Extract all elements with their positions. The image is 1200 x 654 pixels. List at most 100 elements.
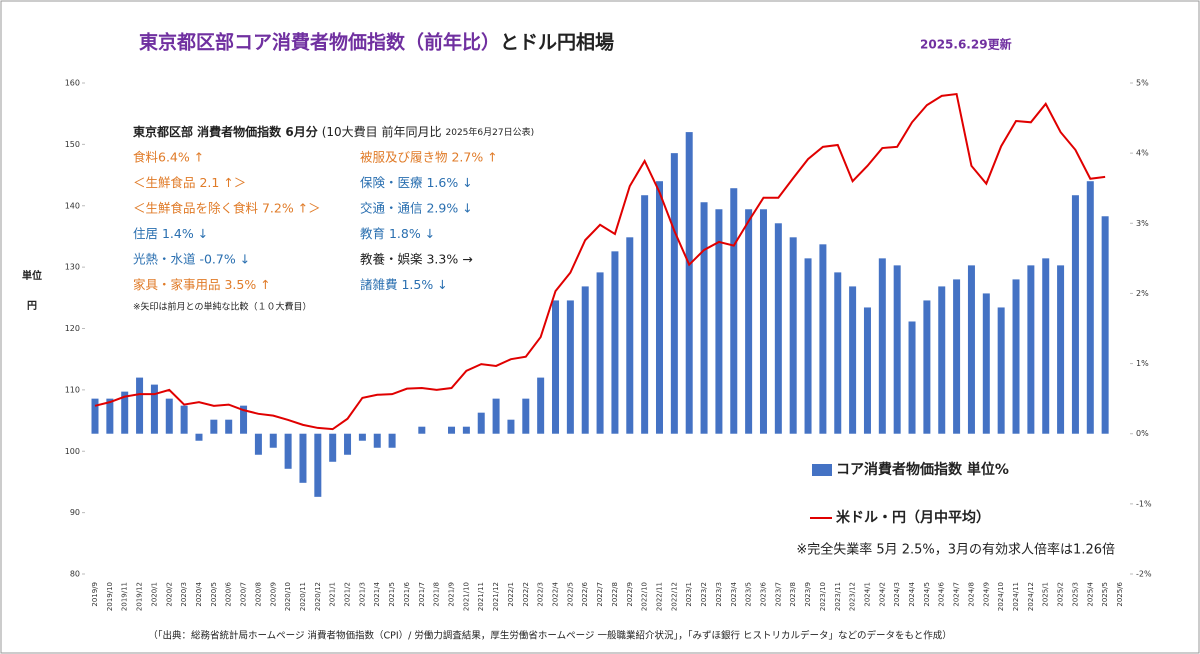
- y2-tick-label: 1%: [1136, 359, 1149, 368]
- x-tick-label: 2020/4: [195, 581, 203, 606]
- x-tick-label: 2021/1: [329, 582, 337, 607]
- bar: [804, 258, 812, 434]
- x-tick-label: 2023/1: [685, 582, 693, 607]
- bar: [863, 307, 871, 434]
- annotation-header: 東京都区部 消費者物価指数 6月分 (10大費目 前年同月比 2025年6月27日公…: [133, 124, 534, 139]
- bar: [982, 293, 990, 434]
- bar: [344, 433, 352, 455]
- x-tick-label: 2020/8: [254, 582, 262, 607]
- x-tick-label: 2021/8: [433, 582, 441, 607]
- x-tick-label: 2023/10: [819, 582, 827, 611]
- x-tick-label: 2024/11: [1012, 582, 1020, 611]
- bar: [1086, 181, 1094, 434]
- bar: [626, 237, 634, 434]
- x-tick-label: 2025/2: [1057, 582, 1065, 607]
- bar: [596, 272, 604, 434]
- bar: [91, 398, 99, 434]
- annotation-item: ＜生鮮食品 2.1 ↑＞: [133, 175, 246, 190]
- bar: [1101, 216, 1109, 434]
- bar: [1057, 265, 1065, 434]
- bar: [1042, 258, 1050, 434]
- y2-tick-label: 2%: [1136, 289, 1149, 298]
- bar: [715, 209, 723, 434]
- x-tick-label: 2022/8: [611, 582, 619, 607]
- y-tick-label: 100: [65, 447, 80, 456]
- x-tick-label: 2020/12: [314, 582, 322, 611]
- bar: [462, 426, 470, 434]
- y-tick-label: 80: [70, 570, 80, 579]
- x-tick-label: 2024/6: [938, 581, 946, 606]
- legend-label: コア消費者物価指数 単位%: [836, 461, 1009, 478]
- x-tick-label: 2024/9: [982, 582, 990, 607]
- bar: [1027, 265, 1035, 434]
- legend-swatch: [812, 464, 832, 476]
- bar: [938, 286, 946, 434]
- bar: [507, 419, 515, 434]
- chart-title-suffix: とドル円相場: [500, 32, 614, 54]
- y-axis-label: 単位: [22, 269, 42, 282]
- x-tick-label: 2022/2: [522, 582, 530, 607]
- x-tick-label: 2023/5: [745, 582, 753, 607]
- x-tick-label: 2025/1: [1042, 582, 1050, 607]
- x-tick-label: 2024/12: [1027, 582, 1035, 611]
- bar: [180, 405, 188, 434]
- bar: [284, 433, 292, 469]
- bar: [492, 398, 500, 434]
- bar: [581, 286, 589, 434]
- x-tick-label: 2021/3: [358, 582, 366, 607]
- x-tick-label: 2021/6: [403, 581, 411, 606]
- x-tick-label: 2020/9: [269, 582, 277, 607]
- bar: [908, 321, 916, 434]
- bar: [893, 265, 901, 434]
- bar: [106, 398, 114, 434]
- bar: [641, 195, 649, 434]
- x-tick-label: 2022/12: [670, 582, 678, 611]
- x-tick-label: 2022/5: [566, 582, 574, 607]
- bar: [522, 398, 530, 434]
- x-tick-label: 2022/11: [655, 582, 663, 611]
- bar: [819, 244, 827, 434]
- x-tick-label: 2021/9: [448, 582, 456, 607]
- y-axis-label: 円: [27, 300, 37, 312]
- bar: [373, 433, 381, 448]
- x-tick-label: 2020/3: [180, 582, 188, 607]
- x-tick-label: 2020/1: [150, 582, 158, 607]
- x-tick-label: 2021/5: [388, 582, 396, 607]
- x-tick-label: 2023/12: [849, 582, 857, 611]
- bar: [165, 398, 173, 434]
- y-tick-label: 140: [65, 201, 80, 210]
- line: [94, 92, 1106, 431]
- bar: [745, 209, 753, 434]
- y2-tick-label: 3%: [1136, 219, 1149, 228]
- bar: [448, 426, 456, 434]
- x-tick-label: 2019/12: [136, 582, 144, 611]
- y2-tick-label: 5%: [1136, 79, 1149, 88]
- x-tick-label: 2022/6: [581, 581, 589, 606]
- x-tick-label: 2021/11: [477, 582, 485, 611]
- x-tick-label: 2023/7: [774, 582, 782, 607]
- annotation-note: ※矢印は前月との単純な比較（１０大費目）: [133, 301, 311, 313]
- x-tick-label: 2019/10: [106, 582, 114, 611]
- annotation-item: 食料6.4% ↑: [133, 150, 204, 165]
- x-tick-label: 2023/3: [715, 582, 723, 607]
- bar: [121, 391, 129, 434]
- x-tick-label: 2022/9: [626, 582, 634, 607]
- bar: [655, 181, 663, 434]
- x-tick-label: 2024/2: [878, 582, 886, 607]
- x-tick-label: 2024/3: [893, 582, 901, 607]
- bar: [136, 377, 144, 434]
- annotation-item: 教育 1.8% ↓: [360, 226, 435, 241]
- x-tick-label: 2019/9: [91, 582, 99, 607]
- bar: [611, 251, 619, 434]
- annotation-item: 家具・家事用品 3.5% ↑: [133, 277, 271, 292]
- x-tick-label: 2020/5: [210, 582, 218, 607]
- bar: [878, 258, 886, 434]
- x-tick-label: 2019/11: [121, 582, 129, 611]
- bar: [997, 307, 1005, 434]
- y2-tick-label: 0%: [1136, 429, 1149, 438]
- bar: [670, 153, 678, 434]
- x-tick-label: 2024/5: [923, 582, 931, 607]
- annotation-item: 交通・通信 2.9% ↓: [360, 201, 473, 216]
- legend-label: 米ドル・円（月中平均）: [836, 509, 990, 526]
